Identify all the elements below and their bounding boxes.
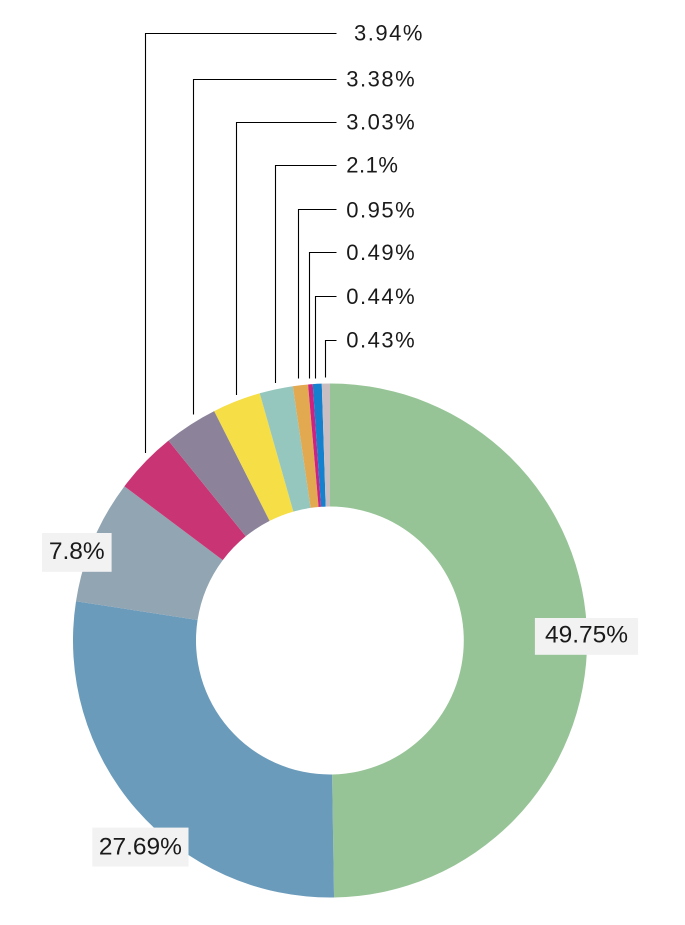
svg-text:3.94%: 3.94% <box>354 21 424 46</box>
svg-text:7.8%: 7.8% <box>49 538 105 565</box>
svg-text:3.03%: 3.03% <box>346 110 416 135</box>
svg-text:0.44%: 0.44% <box>346 284 416 309</box>
svg-text:2.1%: 2.1% <box>346 153 398 178</box>
svg-text:49.75%: 49.75% <box>545 622 628 649</box>
svg-text:0.49%: 0.49% <box>346 240 416 265</box>
svg-text:3.38%: 3.38% <box>346 67 416 92</box>
svg-text:27.69%: 27.69% <box>99 834 182 861</box>
svg-text:0.95%: 0.95% <box>346 198 416 223</box>
svg-text:0.43%: 0.43% <box>346 328 416 353</box>
